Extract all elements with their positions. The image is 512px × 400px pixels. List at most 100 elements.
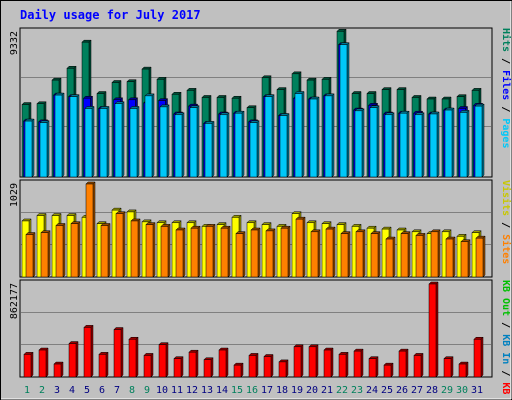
bar-kbf-day-10 bbox=[158, 342, 169, 378]
x-tick-label: 22 bbox=[336, 385, 348, 396]
bar-kbf-day-11 bbox=[173, 356, 184, 378]
legend-kbout: KB Out bbox=[500, 280, 511, 316]
bar-pages-day-15 bbox=[234, 110, 245, 178]
x-tick-label: 6 bbox=[99, 385, 105, 396]
bar-kbf-day-8 bbox=[128, 336, 139, 378]
bar-sites-day-16 bbox=[250, 227, 261, 278]
x-tick-label: 28 bbox=[426, 385, 438, 396]
bar-sites-day-23 bbox=[355, 229, 366, 278]
bar-pages-day-16 bbox=[249, 120, 260, 178]
bar-pages-day-26 bbox=[399, 110, 410, 178]
bar-pages-day-4 bbox=[69, 94, 80, 178]
bar-sites-day-22 bbox=[340, 231, 351, 278]
x-tick-label: 20 bbox=[306, 385, 318, 396]
bar-kbf-day-14 bbox=[218, 347, 229, 378]
bar-kbf-day-1 bbox=[23, 351, 34, 378]
bar-pages-day-20 bbox=[309, 96, 320, 178]
bar-kbf-day-24 bbox=[368, 356, 379, 378]
x-tick-label: 7 bbox=[114, 385, 120, 396]
bar-pages-day-28 bbox=[429, 111, 440, 178]
bar-pages-day-10 bbox=[159, 104, 170, 178]
bar-sites-day-20 bbox=[310, 229, 321, 278]
bar-sites-day-24 bbox=[370, 231, 381, 278]
legend-hits: Hits bbox=[500, 28, 512, 52]
bar-pages-day-18 bbox=[279, 112, 290, 178]
bar-sites-day-18 bbox=[280, 225, 291, 278]
legend-pages: Pages bbox=[500, 118, 511, 148]
legend-visits-sites: Visits / Sites bbox=[500, 180, 512, 264]
bar-sites-day-11 bbox=[175, 227, 186, 278]
bar-pages-day-21 bbox=[324, 93, 335, 178]
legend-kbin: KB In bbox=[500, 334, 511, 364]
bar-kbf-day-13 bbox=[203, 357, 214, 378]
bar-sites-day-21 bbox=[325, 226, 336, 278]
chart-title: Daily usage for July 2017 bbox=[20, 8, 201, 22]
bar-pages-day-22 bbox=[339, 42, 350, 178]
bar-pages-day-2 bbox=[39, 120, 50, 178]
legend-kbf: KB F bbox=[500, 382, 511, 400]
x-tick-label: 30 bbox=[456, 385, 468, 396]
bar-sites-day-13 bbox=[205, 223, 216, 278]
bar-kbf-day-17 bbox=[263, 353, 274, 378]
bar-kbf-day-3 bbox=[53, 361, 64, 378]
bar-kbf-day-7 bbox=[113, 326, 124, 378]
bar-pages-day-3 bbox=[54, 92, 65, 178]
bar-kbf-day-2 bbox=[38, 347, 49, 378]
bar-sites-day-3 bbox=[55, 222, 66, 278]
bar-kbf-day-26 bbox=[398, 348, 409, 378]
x-tick-label: 27 bbox=[411, 385, 423, 396]
bar-sites-day-14 bbox=[220, 225, 231, 278]
bar-pages-day-23 bbox=[354, 108, 365, 178]
legend-files: Files bbox=[500, 70, 512, 100]
bar-sites-day-12 bbox=[190, 225, 201, 278]
x-tick-label: 21 bbox=[321, 385, 333, 396]
x-tick-label: 12 bbox=[186, 385, 198, 396]
x-tick-label: 19 bbox=[291, 385, 303, 396]
legend-kbytes: KB Out / KB In / KB F bbox=[500, 280, 511, 400]
sites-max-label: 1029 bbox=[9, 183, 20, 207]
x-tick-label: 13 bbox=[201, 385, 213, 396]
bar-pages-day-5 bbox=[84, 105, 95, 178]
bar-kbf-day-20 bbox=[308, 344, 319, 378]
x-tick-label: 18 bbox=[276, 385, 288, 396]
bar-kbf-day-21 bbox=[323, 347, 334, 378]
bar-pages-day-30 bbox=[459, 109, 470, 178]
x-tick-label: 24 bbox=[366, 385, 378, 396]
bar-sites-day-30 bbox=[460, 239, 471, 278]
x-tick-label: 2 bbox=[39, 385, 45, 396]
kbytes-max-label: 862177 bbox=[9, 283, 20, 319]
bar-kbf-day-12 bbox=[188, 349, 199, 378]
x-tick-label: 8 bbox=[129, 385, 135, 396]
bar-pages-day-12 bbox=[189, 105, 200, 178]
bar-sites-day-28 bbox=[430, 229, 441, 278]
x-tick-label: 10 bbox=[156, 385, 168, 396]
bar-kbf-day-28 bbox=[428, 281, 439, 378]
bar-kbf-day-4 bbox=[68, 340, 79, 378]
bar-sites-day-17 bbox=[265, 228, 276, 278]
bar-pages-day-17 bbox=[264, 94, 275, 178]
bar-pages-day-27 bbox=[414, 112, 425, 178]
bar-sites-day-9 bbox=[145, 221, 156, 278]
bar-pages-day-9 bbox=[144, 93, 155, 178]
bar-kbf-day-29 bbox=[443, 356, 454, 378]
bar-sites-day-5 bbox=[85, 181, 96, 278]
bar-pages-day-7 bbox=[114, 101, 125, 178]
bar-sites-day-26 bbox=[400, 231, 411, 278]
bar-pages-day-13 bbox=[204, 120, 215, 178]
x-tick-label: 26 bbox=[396, 385, 408, 396]
bar-kbf-day-9 bbox=[143, 352, 154, 378]
bar-kbf-day-25 bbox=[383, 362, 394, 378]
bar-pages-day-1 bbox=[24, 118, 35, 178]
bar-kbf-day-5 bbox=[83, 324, 94, 378]
bar-pages-day-8 bbox=[129, 105, 140, 178]
bar-sites-day-27 bbox=[415, 232, 426, 278]
bar-kbf-day-27 bbox=[413, 352, 424, 378]
x-tick-label: 16 bbox=[246, 385, 258, 396]
bar-pages-day-19 bbox=[294, 90, 305, 178]
legend-visits: Visits bbox=[500, 180, 512, 216]
bar-kbf-day-31 bbox=[473, 336, 484, 378]
x-tick-label: 11 bbox=[171, 385, 183, 396]
bar-kbf-day-18 bbox=[278, 359, 289, 378]
bar-pages-day-31 bbox=[474, 103, 485, 178]
